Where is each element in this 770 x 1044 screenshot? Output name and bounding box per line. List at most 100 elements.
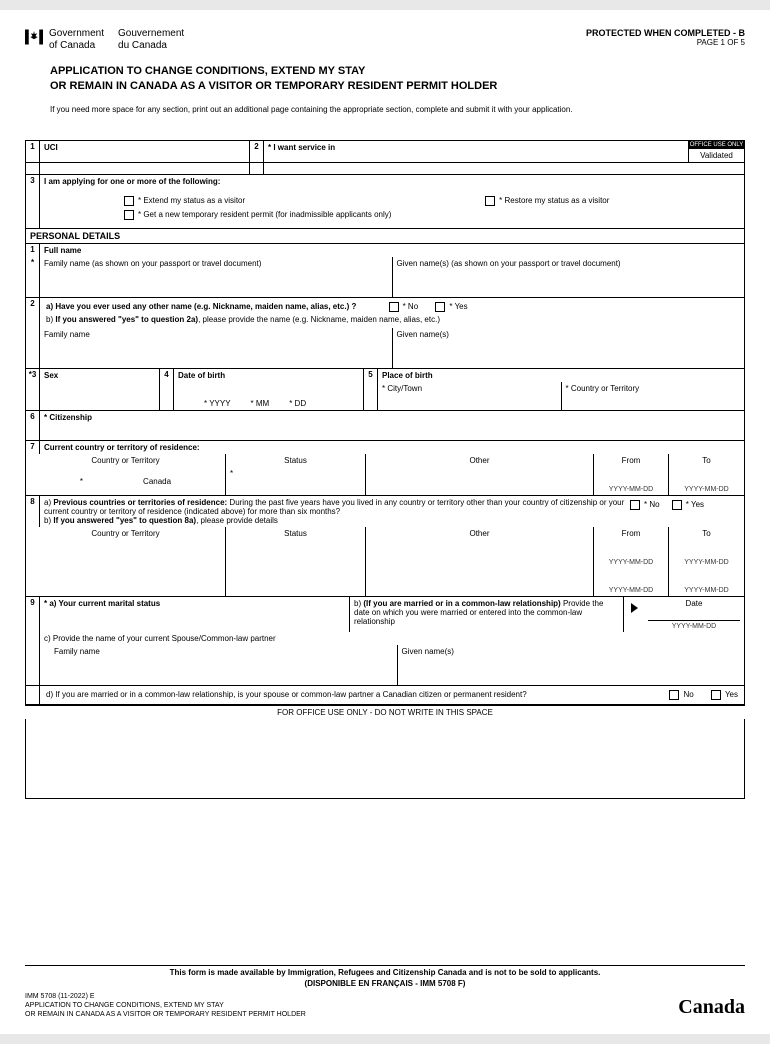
field-number-pd2: 2 xyxy=(26,298,40,328)
d-yes: Yes xyxy=(725,690,738,699)
to-fmt: YYYY-MM-DD xyxy=(669,486,744,494)
form-title-line1: APPLICATION TO CHANGE CONDITIONS, EXTEND… xyxy=(50,64,720,79)
field-number-pd3: *3 xyxy=(26,369,40,382)
opt-extend: * Extend my status as a visitor xyxy=(138,196,245,205)
spouse-given[interactable]: Given name(s) xyxy=(398,645,745,685)
q2b-text: b) If you answered "yes" to question 2a)… xyxy=(46,315,440,324)
gov-fr-line1: Gouvernement xyxy=(118,28,184,40)
footer-sub2: OR REMAIN IN CANADA AS A VISITOR OR TEMP… xyxy=(25,1010,306,1019)
residence-label: Current country or territory of residenc… xyxy=(40,441,744,454)
canada-wordmark: Canada xyxy=(678,996,745,1019)
field-number-3: 3 xyxy=(26,175,40,188)
page-number: PAGE 1 OF 5 xyxy=(586,38,745,47)
checkbox-d-no[interactable] xyxy=(669,690,679,700)
field-number-pd9: 9 xyxy=(26,597,40,632)
q8b-text: b) If you answered "yes" to question 8a)… xyxy=(44,516,740,525)
canada-flag-icon xyxy=(25,28,43,48)
office-use-header: OFFICE USE ONLY xyxy=(689,141,744,149)
col-to: To xyxy=(669,454,744,467)
q2-no: * No xyxy=(403,302,419,311)
prev-country-1[interactable] xyxy=(26,540,226,568)
prev-status-1[interactable] xyxy=(226,540,366,568)
opt-trp: * Get a new temporary resident permit (f… xyxy=(138,210,391,219)
checkbox-q8-yes[interactable] xyxy=(672,500,682,510)
spouse-family[interactable]: Family name xyxy=(40,645,398,685)
col-to-8: To xyxy=(669,527,744,540)
field-number-2: 2 xyxy=(250,141,264,162)
yyyy-label: * YYYY xyxy=(204,399,231,408)
dob-label: Date of birth xyxy=(174,369,364,382)
family-name-hint[interactable]: Family name (as shown on your passport o… xyxy=(40,257,393,297)
instruction-text: If you need more space for any section, … xyxy=(50,105,720,114)
field-number-pd4: 4 xyxy=(160,369,174,382)
prev-status-2[interactable] xyxy=(226,568,366,596)
city-label[interactable]: * City/Town xyxy=(378,382,562,410)
office-use-space xyxy=(25,719,745,799)
footer-note: This form is made available by Immigrati… xyxy=(25,965,745,979)
marital-c: c) Provide the name of your current Spou… xyxy=(40,632,744,645)
marital-d: d) If you are married or in a common-law… xyxy=(46,690,527,699)
citizenship-field[interactable] xyxy=(40,424,744,440)
col-status: Status xyxy=(226,454,366,467)
field-number-pd8: 8 xyxy=(26,496,40,527)
page-header: Government of Canada Gouvernement du Can… xyxy=(0,10,770,60)
prev-other-1[interactable] xyxy=(366,540,594,568)
checkbox-q2-yes[interactable] xyxy=(435,302,445,312)
uci-label: UCI xyxy=(40,141,250,162)
title-block: APPLICATION TO CHANGE CONDITIONS, EXTEND… xyxy=(0,60,770,122)
validated-label: Validated xyxy=(689,149,744,162)
protected-label: PROTECTED WHEN COMPLETED - B xyxy=(586,28,745,38)
gov-fr-line2: du Canada xyxy=(118,40,184,52)
q8-yes: * Yes xyxy=(686,500,704,509)
marital-b: b) (If you are married or in a common-la… xyxy=(350,597,624,632)
form-page: Government of Canada Gouvernement du Can… xyxy=(0,10,770,1034)
mm-label: * MM xyxy=(251,399,270,408)
d-no: No xyxy=(683,690,693,699)
q2-yes: * Yes xyxy=(449,302,467,311)
date-label: Date xyxy=(648,599,740,608)
from-fmt: YYYY-MM-DD xyxy=(594,486,668,494)
citizenship-label: * Citizenship xyxy=(40,411,744,424)
service-label: * I want service in xyxy=(264,141,689,162)
col-from: From xyxy=(594,454,669,467)
checkbox-restore[interactable] xyxy=(485,196,495,206)
checkbox-q8-no[interactable] xyxy=(630,500,640,510)
other-field[interactable] xyxy=(366,467,594,495)
prev-other-2[interactable] xyxy=(366,568,594,596)
col-from-8: From xyxy=(594,527,669,540)
checkbox-d-yes[interactable] xyxy=(711,690,721,700)
col-status-8: Status xyxy=(226,527,366,540)
form-title-line2: OR REMAIN IN CANADA AS A VISITOR OR TEMP… xyxy=(50,79,720,94)
col-other: Other xyxy=(366,454,594,467)
checkbox-extend[interactable] xyxy=(124,196,134,206)
checkbox-trp[interactable] xyxy=(124,210,134,220)
q8-no: * No xyxy=(644,500,660,509)
government-logo: Government of Canada Gouvernement du Can… xyxy=(25,28,184,52)
form-id: IMM 5708 (11-2022) E xyxy=(25,992,306,1001)
pob-label: Place of birth xyxy=(378,369,744,382)
checkbox-q2-no[interactable] xyxy=(389,302,399,312)
col-other-8: Other xyxy=(366,527,594,540)
arrow-icon xyxy=(631,603,638,613)
footer-french: (DISPONIBLE EN FRANÇAIS - IMM 5708 F) xyxy=(25,979,745,988)
q2-family-label[interactable]: Family name xyxy=(40,328,393,368)
field-number-1: 1 xyxy=(26,141,40,162)
gov-en-line1: Government xyxy=(49,28,104,40)
applying-heading: I am applying for one or more of the fol… xyxy=(40,175,744,188)
fullname-label: Full name xyxy=(40,244,744,257)
canada-value: Canada xyxy=(143,477,171,486)
sex-field[interactable] xyxy=(40,382,160,410)
sex-label: Sex xyxy=(40,369,160,382)
opt-restore: * Restore my status as a visitor xyxy=(499,196,609,205)
country-label[interactable]: * Country or Territory xyxy=(562,382,745,410)
q8a-text: a) Previous countries or territories of … xyxy=(44,498,630,516)
field-number-pd7: 7 xyxy=(26,441,40,454)
given-name-hint[interactable]: Given name(s) (as shown on your passport… xyxy=(393,257,745,297)
dd-label: * DD xyxy=(289,399,306,408)
office-only-label: FOR OFFICE USE ONLY - DO NOT WRITE IN TH… xyxy=(25,705,745,719)
q2-given-label[interactable]: Given name(s) xyxy=(393,328,745,368)
field-number-pd5: 5 xyxy=(364,369,378,382)
field-number-pd6: 6 xyxy=(26,411,40,424)
q2a-text: a) Have you ever used any other name (e.… xyxy=(46,302,356,311)
prev-country-2[interactable] xyxy=(26,568,226,596)
